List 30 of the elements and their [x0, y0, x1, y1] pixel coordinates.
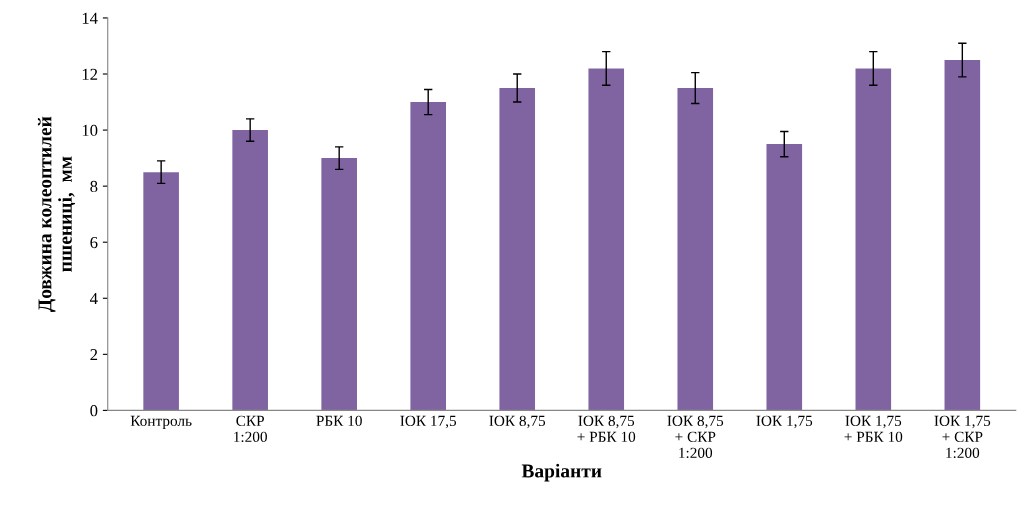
bar — [855, 68, 892, 411]
y-tick-label: 4 — [90, 293, 98, 305]
y-tick-label: 14 — [82, 12, 98, 24]
x-tick-label: ІОК 8,75 + СКР 1:200 — [667, 415, 724, 459]
bar — [766, 144, 803, 411]
x-tick-label: ІОК 17,5 — [400, 415, 457, 429]
bar — [677, 88, 714, 411]
bar — [588, 68, 625, 411]
x-tick-label: ІОК 8,75 — [489, 415, 546, 429]
x-tick-label: ІОК 8,75 + РБК 10 — [577, 415, 636, 442]
y-tick-label: 10 — [82, 124, 98, 137]
bar — [410, 102, 447, 411]
x-tick-label: ІОК 1,75 + РБК 10 — [844, 415, 903, 442]
y-tick-label: 12 — [82, 68, 98, 80]
bar — [499, 88, 536, 411]
y-tick-label: 6 — [90, 236, 98, 249]
bar — [232, 130, 268, 411]
bar — [944, 60, 981, 411]
bar — [143, 172, 179, 411]
x-tick-label: РБК 10 — [316, 415, 362, 427]
x-tick-label: ІОК 1,75 — [756, 415, 813, 429]
x-axis-title: Варіанти — [521, 463, 602, 482]
x-tick-label: Контроль — [130, 415, 192, 430]
y-tick-label: 2 — [90, 349, 98, 361]
bar — [321, 158, 357, 411]
x-tick-label: ІОК 1,75 + СКР 1:200 — [934, 415, 991, 459]
x-tick-label: СКР 1:200 — [234, 415, 267, 443]
y-tick-label: 8 — [90, 180, 98, 193]
y-tick-label: 0 — [90, 405, 98, 417]
y-axis-title: Довжина колеоптилей пшениці, мм — [37, 116, 76, 313]
